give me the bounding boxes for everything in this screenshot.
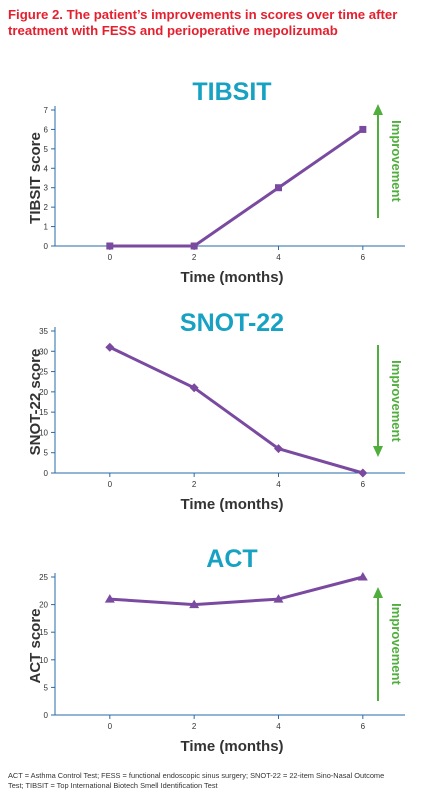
chart-title: ACT xyxy=(206,545,257,573)
x-tick-label: 6 xyxy=(361,253,366,262)
x-tick-label: 2 xyxy=(192,480,197,489)
y-tick-label: 25 xyxy=(39,368,48,377)
x-tick-label: 4 xyxy=(276,722,281,731)
x-tick-label: 6 xyxy=(361,722,366,731)
data-point xyxy=(106,242,114,250)
data-point xyxy=(190,242,198,250)
y-tick-label: 0 xyxy=(44,711,49,720)
data-point xyxy=(189,599,200,609)
y-tick-label: 7 xyxy=(44,106,49,115)
y-tick-label: 6 xyxy=(44,125,49,134)
data-point xyxy=(358,468,368,478)
chart-title: SNOT-22 xyxy=(180,309,284,337)
act-chart: ACT 0 5 10 15 20 25 0 2 4 6 Time (months) ACT score I… xyxy=(27,545,405,755)
y-tick-label: 30 xyxy=(39,347,48,356)
y-tick-label: 10 xyxy=(39,656,48,665)
figure-title: Figure 2. The patient’s improvements in … xyxy=(8,7,438,39)
y-tick-label: 2 xyxy=(44,203,49,212)
x-tick-label: 4 xyxy=(276,253,281,262)
figure-title-line-1: Figure 2. The patient’s improvements in … xyxy=(8,7,398,22)
improvement-label: Improvement xyxy=(389,120,404,202)
x-axis-label: Time (months) xyxy=(180,496,283,513)
x-tick-label: 0 xyxy=(108,253,113,262)
footnote-line-1: ACT = Asthma Control Test; FESS = functi… xyxy=(8,771,385,780)
data-point xyxy=(189,383,199,393)
y-axis-label: TIBSIT score xyxy=(27,132,44,224)
improvement-label: Improvement xyxy=(389,603,404,685)
improvement-arrow-head xyxy=(373,446,383,457)
x-tick-label: 4 xyxy=(276,480,281,489)
footnote-line-2: Test; TIBSIT = Top International Biotech… xyxy=(8,781,218,790)
series-line xyxy=(109,345,364,475)
data-point xyxy=(274,184,282,192)
abbreviations-footnote: ACT = Asthma Control Test; FESS = functi… xyxy=(8,771,440,791)
y-tick-label: 20 xyxy=(39,388,48,397)
series-line xyxy=(109,128,364,248)
chart-title: TIBSIT xyxy=(192,78,271,106)
y-tick-label: 3 xyxy=(44,184,49,193)
y-tick-label: 25 xyxy=(39,573,48,582)
data-point xyxy=(273,444,283,454)
data-point xyxy=(357,572,368,581)
y-tick-label: 0 xyxy=(44,469,49,478)
y-tick-label: 0 xyxy=(44,242,49,251)
y-tick-label: 5 xyxy=(44,145,49,154)
x-axis-label: Time (months) xyxy=(180,269,283,286)
y-axis-label: ACT score xyxy=(27,608,44,683)
x-tick-label: 0 xyxy=(108,480,113,489)
tibsit-chart: TIBSIT 0 1 2 3 4 5 6 7 0 2 4 6 Time (months) TIBSIT sc… xyxy=(27,78,405,286)
y-tick-label: 35 xyxy=(39,327,48,336)
y-tick-label: 20 xyxy=(39,601,48,610)
y-axis-label: SNOT-22 score xyxy=(27,349,44,456)
improvement-arrow-head xyxy=(373,104,383,115)
improvement-arrow-head xyxy=(373,587,383,598)
x-tick-label: 2 xyxy=(192,253,197,262)
data-point xyxy=(359,125,367,133)
x-tick-label: 0 xyxy=(108,722,113,731)
x-tick-label: 2 xyxy=(192,722,197,731)
y-tick-label: 4 xyxy=(44,164,49,173)
data-point xyxy=(105,342,115,352)
y-tick-label: 15 xyxy=(39,628,48,637)
series-line xyxy=(109,575,364,607)
data-point xyxy=(273,594,284,603)
y-tick-label: 1 xyxy=(44,223,49,232)
y-tick-label: 5 xyxy=(44,683,49,692)
data-point xyxy=(104,594,115,603)
figure-title-line-2: treatment with FESS and perioperative me… xyxy=(8,23,338,38)
y-tick-label: 5 xyxy=(44,449,49,458)
y-tick-label: 10 xyxy=(39,428,48,437)
improvement-label: Improvement xyxy=(389,360,404,442)
snot22-chart: SNOT-22 0 5 10 15 20 25 30 35 0 2 4 6 Time (months) SN… xyxy=(27,309,405,513)
x-axis-label: Time (months) xyxy=(180,738,283,755)
y-tick-label: 15 xyxy=(39,408,48,417)
x-tick-label: 6 xyxy=(361,480,366,489)
